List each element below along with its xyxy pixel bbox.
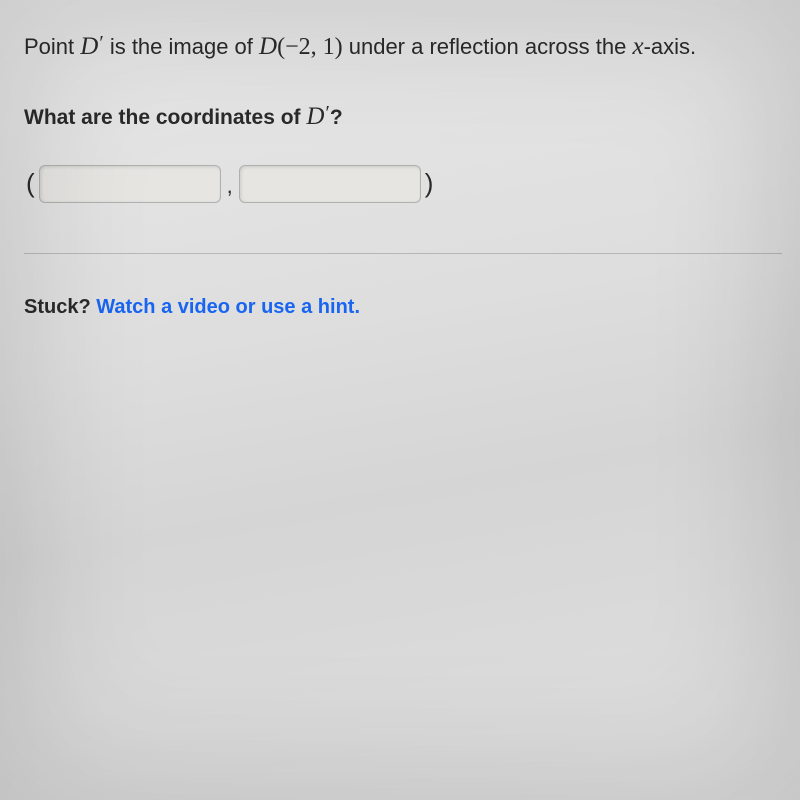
stuck-section: Stuck? Watch a video or use a hint. <box>24 296 782 319</box>
problem-statement: Point D′ is the image of D(−2, 1) under … <box>24 28 782 66</box>
text: What are the coordinates of <box>24 106 306 129</box>
var-d-prime: D′ <box>306 103 329 130</box>
text: ? <box>330 106 343 129</box>
exercise-content: Point D′ is the image of D(−2, 1) under … <box>0 0 800 319</box>
coord-x: −2 <box>285 34 311 60</box>
answer-row: ( , ) <box>26 165 782 203</box>
stuck-label: Stuck? <box>24 296 96 318</box>
var-x: x <box>632 33 643 60</box>
var-d-prime: D′ <box>80 33 103 60</box>
text: -axis. <box>644 34 697 59</box>
paren-open: ( <box>26 168 35 199</box>
comma: , <box>227 173 233 203</box>
y-coordinate-input[interactable] <box>239 165 421 203</box>
text: is the image of <box>104 34 259 59</box>
coord-open: ( <box>277 34 285 60</box>
text: Point <box>24 34 80 59</box>
section-divider <box>24 253 782 254</box>
hint-link[interactable]: Watch a video or use a hint. <box>96 296 360 318</box>
coord-sep: , <box>311 34 323 60</box>
coord-close: ) <box>335 34 343 60</box>
question: What are the coordinates of D′? <box>24 102 782 131</box>
x-coordinate-input[interactable] <box>39 165 221 203</box>
paren-close: ) <box>425 168 434 199</box>
var-d: D <box>259 33 277 60</box>
text: under a reflection across the <box>343 34 633 59</box>
coord-y: 1 <box>323 34 335 60</box>
